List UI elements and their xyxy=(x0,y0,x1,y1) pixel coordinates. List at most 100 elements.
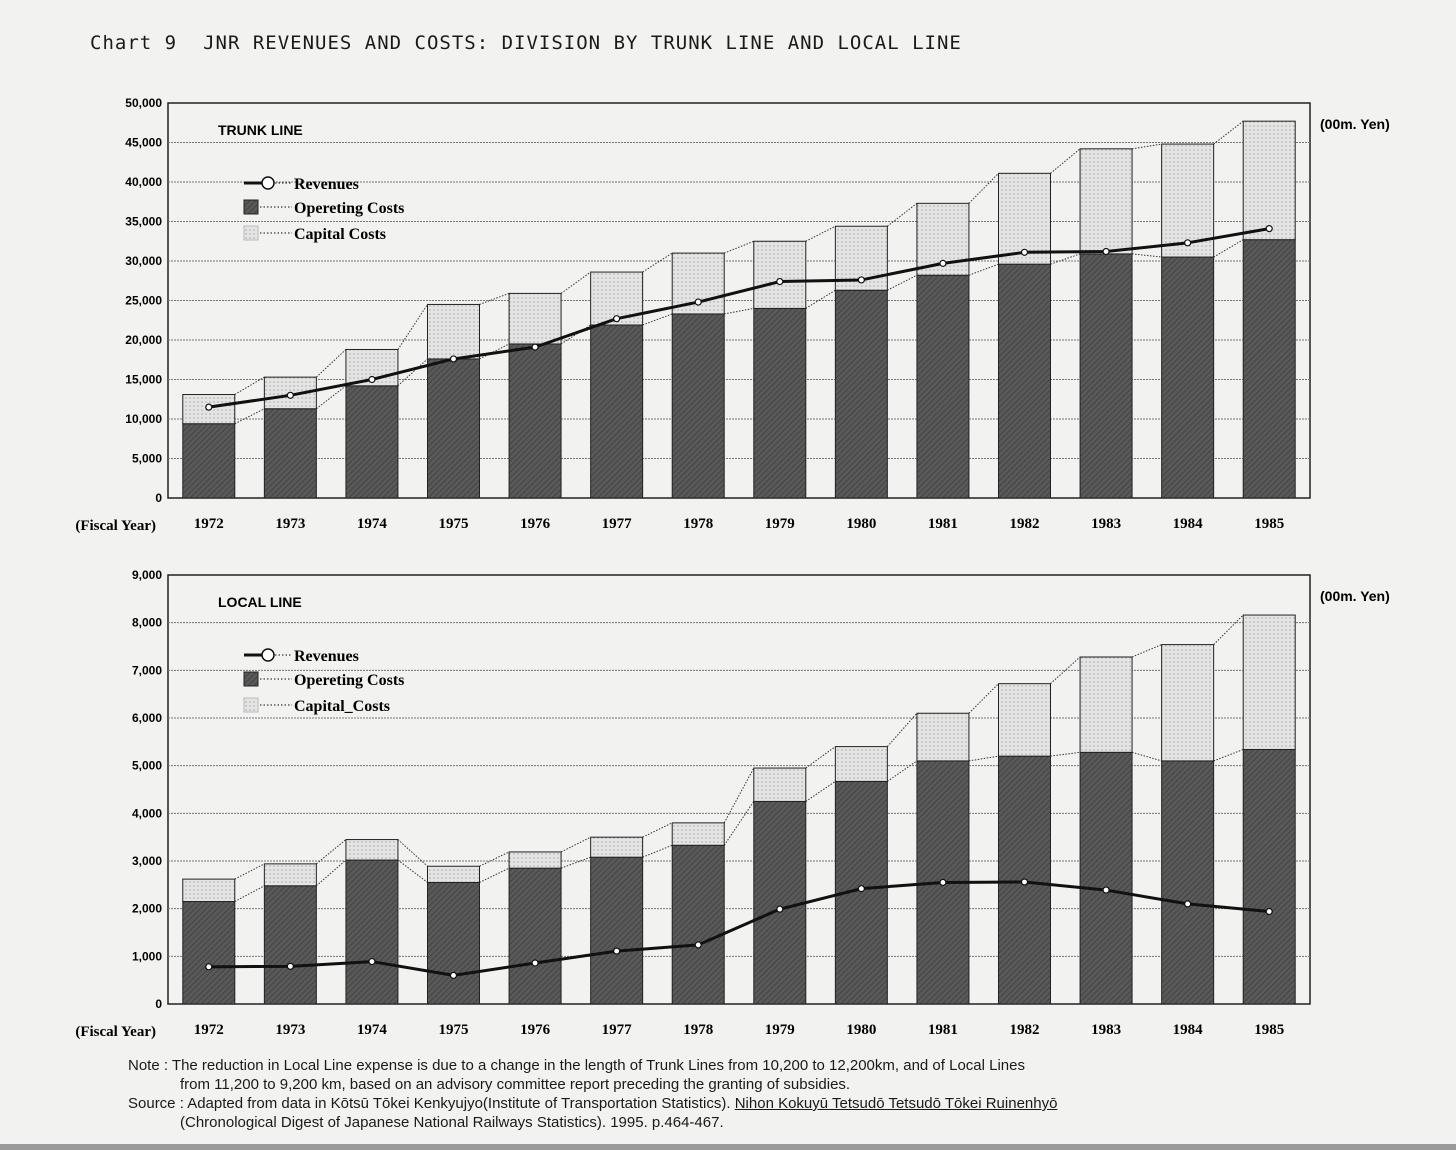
operating-connector xyxy=(1213,748,1244,762)
x-tick-label: 1985 xyxy=(1254,1022,1284,1038)
x-tick-label: 1974 xyxy=(357,516,388,532)
capital-connector xyxy=(234,863,265,880)
x-tick-label: 1979 xyxy=(765,516,795,532)
legend-capital: Capital_Costs xyxy=(294,698,390,715)
legend-operating-swatch xyxy=(243,199,259,215)
operating-cost-bar xyxy=(182,901,236,1005)
x-tick-label: 1984 xyxy=(1173,516,1204,532)
chart-title: Chart 9 JNR REVENUES AND COSTS: DIVISION … xyxy=(90,32,988,54)
operating-cost-bar xyxy=(1242,239,1296,499)
legend-revenue-marker xyxy=(261,648,275,662)
operating-cost-bar xyxy=(671,844,725,1005)
operating-connector xyxy=(316,859,347,887)
revenue-point xyxy=(1265,225,1273,233)
capital-connector xyxy=(1131,143,1162,150)
capital-cost-bar xyxy=(345,839,399,861)
revenue-point xyxy=(368,375,376,384)
capital-connector xyxy=(968,683,999,714)
capital-connector xyxy=(1213,614,1244,645)
operating-connector xyxy=(479,867,510,883)
capital-cost-bar xyxy=(916,712,970,762)
operating-connector xyxy=(805,289,836,309)
x-tick-label: 1977 xyxy=(602,516,633,532)
capital-connector xyxy=(724,240,754,254)
capital-connector xyxy=(886,712,918,747)
operating-connector xyxy=(642,313,673,326)
x-tick-label: 1977 xyxy=(602,1022,633,1038)
x-tick-label: 1975 xyxy=(439,516,469,532)
revenue-point xyxy=(1102,247,1110,256)
y-tick-label: 2,000 xyxy=(132,902,162,916)
panel-label: LOCAL LINE xyxy=(218,594,302,610)
legend-capital: Capital Costs xyxy=(294,226,386,243)
revenue-point xyxy=(776,905,784,913)
operating-connector xyxy=(887,274,918,291)
x-tick-label: 1972 xyxy=(194,516,224,532)
revenue-point xyxy=(205,403,213,411)
revenue-point xyxy=(939,259,947,267)
revenue-point xyxy=(857,276,865,284)
y-tick-label: 35,000 xyxy=(125,215,162,229)
revenue-point xyxy=(1020,248,1029,256)
x-axis-label: (Fiscal Year) xyxy=(75,1024,156,1040)
unit-label: (00m. Yen) xyxy=(1320,116,1390,132)
y-tick-label: 50,000 xyxy=(125,96,162,110)
legend: Revenues Opereting Costs Capital_Costs xyxy=(243,648,404,715)
revenue-point xyxy=(1102,886,1110,894)
operating-connector xyxy=(479,343,510,360)
legend-revenues: Revenues xyxy=(294,176,359,193)
legend-capital-swatch xyxy=(243,697,259,713)
operating-connector xyxy=(316,385,347,410)
operating-cost-bar xyxy=(345,385,399,499)
source-prefix: Source : Adapted from data in Kōtsū Tōke… xyxy=(128,1095,731,1112)
x-tick-label: 1978 xyxy=(683,1022,713,1038)
chart-title-text: JNR REVENUES AND COSTS: DIVISION BY TRUN… xyxy=(203,32,962,54)
capital-cost-bar xyxy=(1161,143,1215,258)
legend-operating: Opereting Costs xyxy=(294,200,404,217)
capital-cost-bar xyxy=(427,303,480,360)
operating-connector xyxy=(723,801,755,846)
unit-label: (00m. Yen) xyxy=(1320,588,1390,604)
y-tick-label: 8,000 xyxy=(132,616,162,630)
x-tick-label: 1980 xyxy=(846,1022,876,1038)
y-tick-label: 10,000 xyxy=(125,412,162,426)
operating-connector xyxy=(234,885,265,902)
y-tick-label: 9,000 xyxy=(132,568,162,582)
capital-connector xyxy=(887,202,918,227)
note-line-1: Note : The reduction in Local Line expen… xyxy=(128,1057,1025,1074)
operating-cost-bar xyxy=(508,343,562,499)
x-tick-label: 1973 xyxy=(275,1022,305,1038)
capital-connector xyxy=(642,252,673,273)
capital-cost-bar xyxy=(263,863,317,887)
y-tick-label: 7,000 xyxy=(132,663,162,677)
x-tick-label: 1983 xyxy=(1091,516,1121,532)
trunk-line-chart: 0 5,000 10,000 15,000 20,000 25,000 30,000 35,0… xyxy=(75,96,1390,534)
capital-connector xyxy=(1050,656,1081,685)
operating-connector xyxy=(397,358,428,387)
capital-connector xyxy=(1050,148,1081,174)
capital-connector xyxy=(316,839,347,865)
y-tick-label: 40,000 xyxy=(125,175,162,189)
capital-connector xyxy=(479,292,510,305)
revenue-point xyxy=(531,343,539,351)
operating-connector xyxy=(968,755,999,762)
source-line-2: (Chronological Digest of Japanese Nation… xyxy=(180,1114,724,1131)
operating-cost-bar xyxy=(427,358,480,499)
operating-connector xyxy=(1050,253,1081,265)
revenue-point xyxy=(613,947,621,955)
operating-cost-bar xyxy=(753,800,807,1005)
x-tick-label: 1979 xyxy=(765,1022,795,1038)
operating-connector xyxy=(887,760,918,782)
x-tick-label: 1983 xyxy=(1091,1022,1121,1038)
revenue-point xyxy=(776,277,784,286)
operating-connector xyxy=(1213,239,1244,258)
revenue-point xyxy=(1020,878,1029,886)
y-tick-label: 4,000 xyxy=(132,806,162,820)
operating-connector xyxy=(1131,751,1162,762)
x-tick-label: 1972 xyxy=(194,1022,224,1038)
y-tick-label: 0 xyxy=(155,997,162,1011)
y-tick-label: 5,000 xyxy=(132,759,162,773)
operating-connector xyxy=(560,856,591,869)
operating-cost-bar xyxy=(753,307,807,499)
y-tick-label: 6,000 xyxy=(132,711,162,725)
